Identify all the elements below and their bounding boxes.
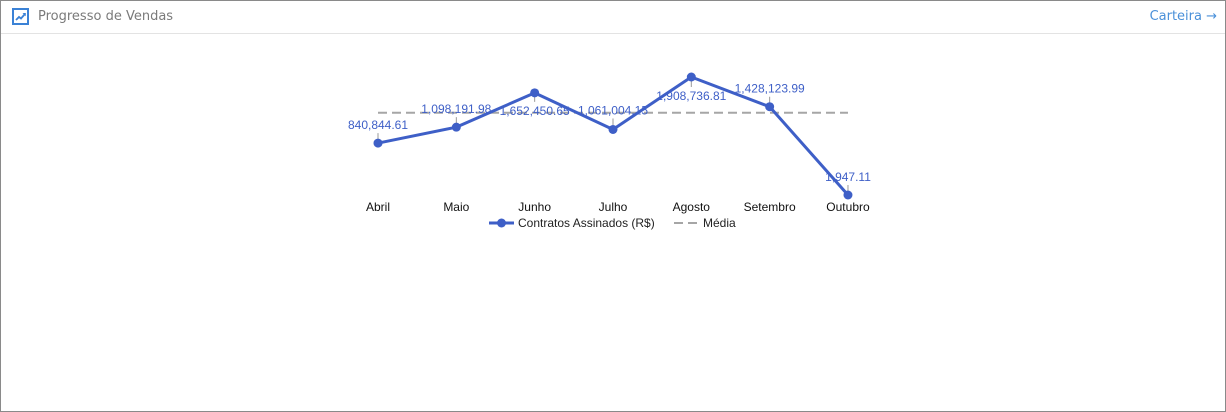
data-label: 1,652,450.65: [500, 104, 570, 118]
x-axis-label: Abril: [366, 200, 390, 214]
data-label: 1,908,736.81: [656, 89, 726, 103]
data-point[interactable]: [686, 72, 696, 82]
data-label: 1,947.11: [825, 170, 871, 184]
data-point[interactable]: [843, 190, 853, 200]
x-axis-label: Junho: [518, 200, 551, 214]
panel-title: Progresso de Vendas: [38, 9, 174, 24]
x-axis-label: Outubro: [826, 200, 870, 214]
data-label: 840,844.61: [348, 118, 408, 132]
chart-legend: Contratos Assinados (R$) Média: [489, 216, 736, 230]
data-label: 1,098,191.98: [421, 102, 491, 116]
legend-average-label: Média: [703, 216, 736, 230]
data-point[interactable]: [765, 102, 775, 112]
data-label: 1,061,004.15: [578, 103, 648, 117]
portfolio-link[interactable]: Carteira →: [1149, 9, 1217, 24]
data-point[interactable]: [373, 138, 383, 148]
trending-up-chart-icon: [12, 8, 29, 25]
x-axis-label: Julho: [599, 200, 628, 214]
data-point[interactable]: [530, 88, 540, 98]
x-axis-label: Setembro: [744, 200, 796, 214]
x-axis-label: Agosto: [673, 200, 711, 214]
legend-series-marker: [497, 218, 506, 228]
data-label: 1,428,123.99: [735, 82, 805, 96]
data-point[interactable]: [608, 124, 618, 134]
x-axis-label: Maio: [443, 200, 469, 214]
legend-series-label: Contratos Assinados (R$): [518, 216, 655, 230]
panel-header: Progresso de Vendas Carteira →: [1, 1, 1225, 34]
data-point[interactable]: [451, 122, 461, 132]
